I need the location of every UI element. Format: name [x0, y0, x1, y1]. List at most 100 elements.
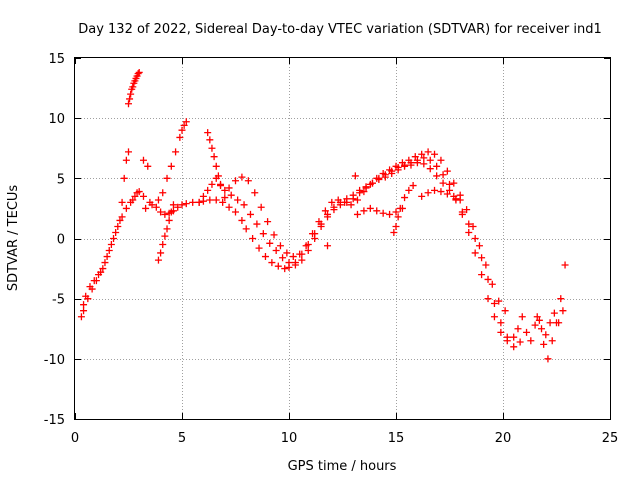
data-point	[289, 253, 297, 261]
x-tick-label: 15	[388, 431, 405, 446]
data-point	[105, 247, 113, 255]
data-point	[405, 186, 413, 194]
data-point	[206, 196, 214, 204]
data-point	[311, 235, 319, 242]
x-tick-label: 5	[178, 431, 186, 446]
data-point	[221, 194, 229, 202]
data-point	[349, 195, 357, 203]
data-point	[112, 228, 120, 236]
data-point	[261, 253, 269, 261]
data-point	[478, 254, 486, 262]
data-point	[249, 235, 257, 242]
data-point	[77, 313, 85, 321]
data-point	[154, 256, 162, 264]
data-point	[131, 192, 139, 200]
data-point	[411, 153, 419, 161]
data-point	[343, 198, 351, 206]
data-point	[298, 256, 306, 264]
data-point	[182, 118, 190, 126]
data-point	[159, 189, 167, 197]
data-point	[135, 68, 143, 76]
series-segment-10	[390, 182, 417, 236]
data-point	[178, 201, 186, 209]
data-point	[437, 188, 445, 196]
data-point	[291, 261, 299, 269]
data-point	[116, 216, 124, 224]
data-point	[139, 192, 147, 200]
data-point	[125, 148, 132, 156]
data-point	[548, 337, 556, 345]
data-point	[161, 210, 169, 218]
data-point	[180, 121, 188, 129]
data-point	[379, 209, 387, 217]
data-point	[195, 198, 203, 206]
data-point	[219, 198, 227, 206]
data-point	[347, 201, 355, 209]
data-point	[443, 190, 451, 198]
data-point	[401, 162, 409, 170]
data-point	[469, 222, 477, 230]
data-point	[165, 216, 173, 224]
data-point	[324, 213, 332, 221]
data-point	[238, 216, 246, 224]
data-point	[148, 201, 156, 209]
data-point	[433, 162, 441, 170]
data-point	[154, 196, 162, 204]
data-point	[381, 173, 389, 181]
data-point	[555, 319, 563, 327]
series-track-b	[195, 148, 509, 315]
series-segment-5	[125, 68, 143, 108]
data-point	[309, 230, 317, 238]
data-point	[281, 265, 289, 273]
data-point	[497, 319, 505, 327]
data-point	[246, 210, 254, 218]
data-point	[208, 144, 216, 152]
data-point	[157, 208, 165, 216]
data-point	[471, 249, 479, 257]
data-point	[458, 208, 466, 216]
data-point	[169, 201, 177, 209]
data-point	[433, 172, 441, 180]
data-point	[259, 230, 267, 238]
series-segment-4	[80, 148, 132, 309]
data-point	[210, 153, 218, 161]
data-point	[463, 206, 471, 214]
data-point	[302, 242, 310, 250]
data-point	[392, 222, 400, 230]
data-point	[118, 198, 126, 206]
x-tick-label: 0	[71, 431, 79, 446]
data-point	[478, 271, 486, 279]
data-point	[375, 176, 383, 184]
data-point	[360, 207, 368, 215]
data-point	[420, 154, 428, 162]
data-point	[401, 194, 409, 202]
data-point	[212, 196, 220, 204]
data-point	[439, 179, 447, 187]
y-tick-label: 15	[48, 52, 65, 67]
data-point	[356, 189, 364, 197]
data-point	[484, 295, 492, 303]
data-point	[465, 220, 473, 228]
data-point	[368, 179, 376, 187]
data-point	[240, 201, 248, 209]
data-point	[439, 171, 447, 179]
data-point	[125, 100, 132, 108]
data-point	[159, 241, 167, 249]
series-segment-8	[204, 129, 225, 190]
data-point	[189, 198, 197, 206]
data-point	[446, 180, 453, 188]
data-point	[152, 203, 160, 211]
data-point	[86, 283, 94, 291]
data-point	[546, 319, 554, 327]
data-point	[157, 249, 165, 257]
data-point	[264, 218, 272, 226]
data-point	[426, 165, 434, 173]
series-segment-6	[142, 118, 190, 212]
y-axis-label: SDTVAR / TECUs	[6, 185, 21, 292]
data-point	[82, 292, 90, 300]
data-point	[561, 261, 569, 269]
data-point	[255, 244, 263, 252]
data-point	[482, 261, 490, 269]
data-point	[214, 172, 222, 180]
chart-title: Day 132 of 2022, Sidereal Day-to-day VTE…	[78, 22, 602, 37]
